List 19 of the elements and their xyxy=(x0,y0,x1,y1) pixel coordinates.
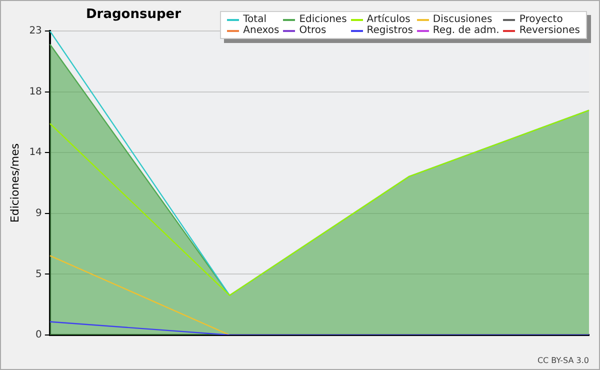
y-tick-label: 9 xyxy=(36,208,42,219)
text: CC BY-SA 3.0 xyxy=(537,356,589,365)
legend-label: Discusiones xyxy=(432,14,492,25)
legend-label: Reversiones xyxy=(519,25,580,36)
legend-label: Anexos xyxy=(243,25,280,36)
y-axis-title: Ediciones/mes xyxy=(8,143,22,223)
y-tick-label: 5 xyxy=(36,268,42,280)
legend-label: Proyecto xyxy=(519,14,563,25)
legend-label: Reg. de adm. xyxy=(432,25,500,36)
legend-label: Registros xyxy=(366,25,413,36)
chart-title: Dragonsuper xyxy=(86,7,181,22)
legend-label: Otros xyxy=(299,25,326,36)
y-tick-label: 14 xyxy=(29,147,42,158)
legend-label: Ediciones xyxy=(299,14,347,25)
legend-label: Total xyxy=(243,14,266,25)
legend-label: Artículos xyxy=(366,14,410,25)
y-tick-label: 18 xyxy=(29,86,42,98)
y-tick-label: 23 xyxy=(29,26,42,37)
y-tick-label: 0 xyxy=(36,330,42,341)
